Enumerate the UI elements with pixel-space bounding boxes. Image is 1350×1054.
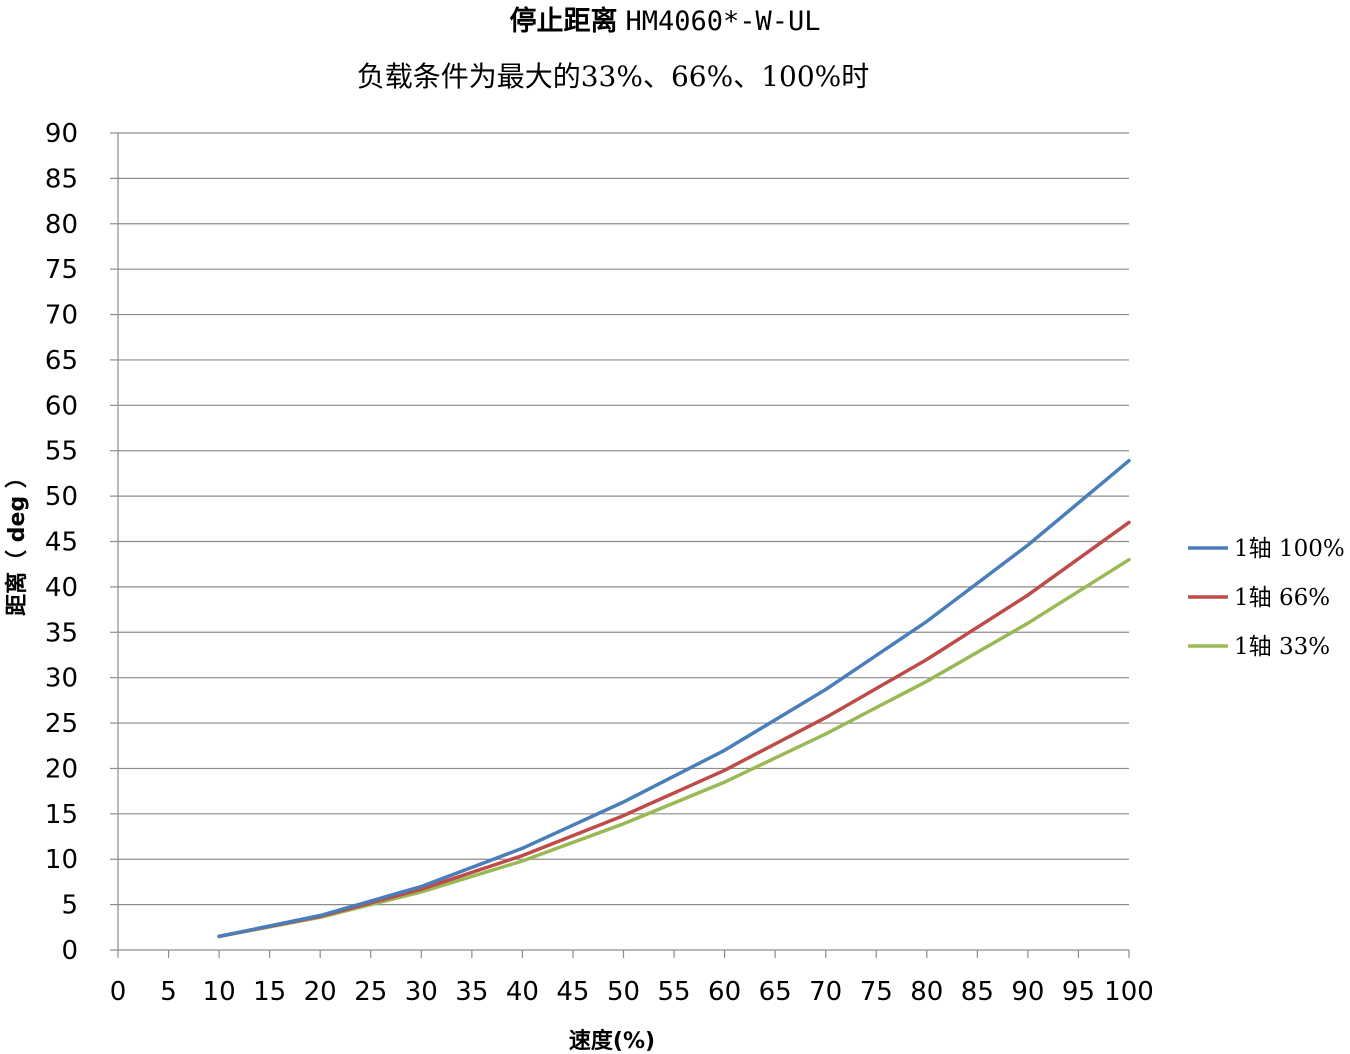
- y-tick-label: 85: [45, 164, 78, 194]
- x-tick-label: 40: [506, 977, 539, 1007]
- chart-title-code: HM4060*-W-UL: [625, 6, 820, 37]
- y-tick-label: 15: [45, 800, 78, 830]
- x-tick-label: 65: [759, 977, 792, 1007]
- y-tick-label: 5: [61, 891, 78, 921]
- y-tick-labels: 0 5 10 15 20 25 30 35 40 45 50 55 60 65 70 75 80 85 90: [45, 119, 78, 966]
- legend-label: 1轴 33%: [1234, 634, 1330, 660]
- y-tick-label: 55: [45, 437, 78, 467]
- y-tick-label: 10: [45, 845, 78, 875]
- x-tick-label: 85: [961, 977, 994, 1007]
- x-tick-label: 90: [1011, 977, 1044, 1007]
- chart-title: 停止距离 HM4060*-W-UL: [509, 5, 820, 37]
- x-tick-label: 30: [405, 977, 438, 1007]
- y-tick-label: 40: [45, 573, 78, 603]
- x-tick-label: 35: [455, 977, 488, 1007]
- y-tick-label: 0: [61, 936, 78, 966]
- series-lines: [217, 458, 1131, 939]
- x-axis-label: 速度(%): [569, 1028, 655, 1054]
- y-tick-label: 65: [45, 346, 78, 376]
- series-line-1-100: [217, 458, 1131, 939]
- x-tick-label: 100: [1104, 977, 1154, 1007]
- chart-title-main: 停止距离: [509, 5, 617, 37]
- y-axis-label: 距离（ deg ）: [4, 466, 30, 616]
- y-tick-label: 35: [45, 618, 78, 648]
- y-tick-label: 60: [45, 391, 78, 421]
- x-tick-label: 70: [809, 977, 842, 1007]
- y-tick-label: 80: [45, 210, 78, 240]
- y-tick-label: 50: [45, 482, 78, 512]
- x-tick-label: 50: [607, 977, 640, 1007]
- axes: [110, 132, 1130, 958]
- x-tick-label: 80: [910, 977, 943, 1007]
- x-tick-label: 95: [1062, 977, 1095, 1007]
- x-tick-label: 10: [203, 977, 236, 1007]
- x-tick-label: 75: [860, 977, 893, 1007]
- x-tick-label: 5: [160, 977, 177, 1007]
- y-tick-label: 90: [45, 119, 78, 149]
- legend: 1轴 100% 1轴 66% 1轴 33%: [1188, 536, 1345, 660]
- x-tick-labels: 0 5 10 15 20 25 30 35 40 45 50 55 60 65 70 75 80 85 90 95 10…: [110, 977, 1154, 1007]
- legend-label: 1轴 66%: [1234, 585, 1330, 611]
- series-line-1-66: [217, 520, 1131, 939]
- y-tick-label: 20: [45, 754, 78, 784]
- x-tick-label: 60: [708, 977, 741, 1007]
- x-tick-label: 15: [253, 977, 286, 1007]
- y-tick-label: 45: [45, 528, 78, 558]
- gridlines: [118, 132, 1129, 906]
- y-tick-label: 75: [45, 255, 78, 285]
- y-tick-label: 70: [45, 301, 78, 331]
- y-tick-label: 25: [45, 709, 78, 739]
- x-tick-label: 45: [556, 977, 589, 1007]
- y-tick-label: 30: [45, 664, 78, 694]
- x-tick-label: 55: [658, 977, 691, 1007]
- x-tick-label: 0: [110, 977, 127, 1007]
- x-tick-label: 25: [354, 977, 387, 1007]
- chart-subtitle: 负载条件为最大的33%、66%、100%时: [357, 60, 870, 93]
- x-tick-label: 20: [304, 977, 337, 1007]
- legend-label: 1轴 100%: [1234, 536, 1345, 562]
